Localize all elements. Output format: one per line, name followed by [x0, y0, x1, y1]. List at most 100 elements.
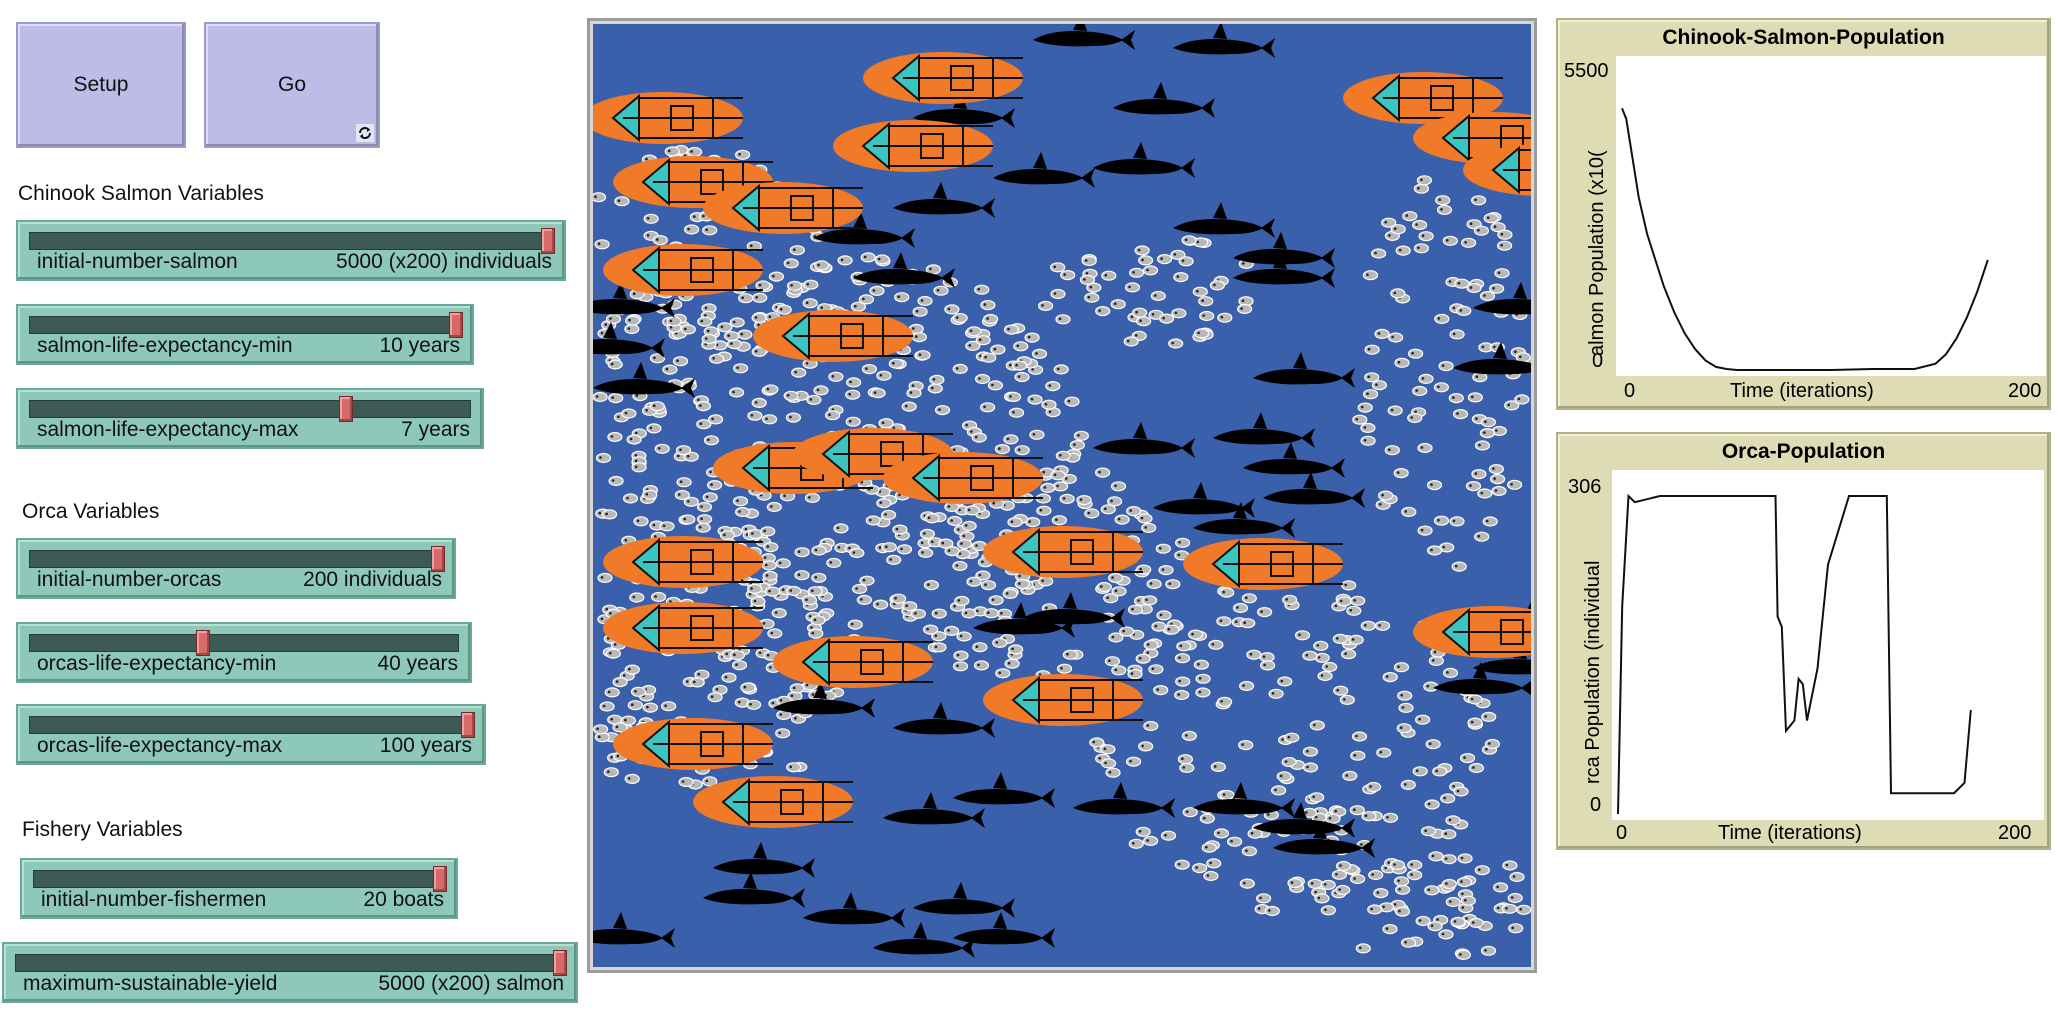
setup-button[interactable]: Setup [16, 22, 186, 148]
salmon-icon [776, 304, 792, 315]
salmon-icon [1368, 869, 1384, 881]
salmon-eye-icon [1139, 319, 1142, 323]
salmon-icon [1472, 372, 1488, 383]
slider-value: 20 boats [363, 888, 444, 911]
salmon-eye-icon [1364, 624, 1367, 627]
salmon-eye-icon [1375, 383, 1378, 387]
slider-track[interactable] [29, 716, 473, 734]
salmon-eye-icon [1305, 811, 1308, 814]
salmon-eye-icon [750, 414, 754, 417]
salmon-icon [1309, 792, 1325, 803]
initial-number-orcas-slider[interactable]: initial-number-orcas 200 individuals [16, 538, 456, 599]
x-tick-min: 0 [1616, 822, 1628, 844]
salmon-icon [1107, 572, 1124, 584]
slider-track[interactable] [29, 232, 553, 250]
salmon-icon [975, 335, 991, 346]
initial-number-fishermen-slider[interactable]: initial-number-fishermen 20 boats [20, 858, 458, 919]
salmon-icon [1374, 620, 1391, 631]
salmon-eye-icon [1414, 410, 1417, 414]
slider-track[interactable] [29, 634, 459, 652]
salmon-eye-icon [1446, 239, 1449, 242]
salmon-icon [1142, 265, 1159, 276]
go-button[interactable]: Go [204, 22, 380, 148]
salmon-icon [1448, 393, 1464, 404]
orca-icon [1193, 782, 1295, 818]
orcas-life-expectancy-min-slider[interactable]: orcas-life-expectancy-min 40 years [16, 622, 472, 683]
slider-track[interactable] [29, 316, 461, 334]
salmon-icon [886, 554, 902, 566]
salmon-eye-icon [794, 370, 797, 374]
slider-thumb[interactable] [433, 866, 447, 892]
slider-thumb[interactable] [431, 546, 445, 572]
salmon-eye-icon [983, 303, 987, 306]
salmon-eye-icon [768, 589, 771, 593]
salmon-icon [1181, 235, 1197, 246]
salmon-eye-icon [1334, 809, 1337, 813]
salmon-eye-icon [1137, 599, 1140, 602]
slider-thumb[interactable] [338, 396, 353, 422]
salmon-eye-icon [808, 496, 811, 499]
slider-thumb[interactable] [449, 312, 463, 338]
salmon-eye-icon [1338, 888, 1341, 891]
salmon-eye-icon [1164, 833, 1167, 837]
salmon-eye-icon [1355, 417, 1359, 421]
salmon-eye-icon [736, 366, 739, 370]
world-view[interactable] [587, 18, 1537, 973]
slider-track[interactable] [29, 550, 443, 568]
salmon-eye-icon [1449, 900, 1452, 903]
salmon-icon [1282, 594, 1298, 606]
initial-number-salmon-slider[interactable]: initial-number-salmon 5000 (x200) individ… [16, 220, 566, 281]
salmon-icon [660, 701, 677, 712]
salmon-icon [650, 591, 667, 603]
salmon-icon [621, 408, 637, 419]
slider-track[interactable] [29, 400, 471, 418]
ocean-canvas[interactable] [593, 24, 1531, 967]
salmon-icon [662, 364, 678, 375]
salmon-eye-icon [987, 611, 990, 614]
salmon-eye-icon [676, 359, 679, 363]
salmon-eye-icon [1510, 896, 1514, 899]
maximum-sustainable-yield-slider[interactable]: maximum-sustainable-yield 5000 (x200) sal… [2, 942, 578, 1003]
salmon-eye-icon [1411, 351, 1414, 355]
salmon-eye-icon [1177, 693, 1180, 696]
salmon-eye-icon [1456, 789, 1460, 793]
salmon-eye-icon [1384, 866, 1387, 870]
salmon-eye-icon [778, 731, 781, 735]
salmon-eye-icon [1141, 744, 1144, 748]
salmon-eye-icon [1478, 868, 1481, 871]
salmon-icon [612, 722, 628, 733]
slider-value: 10 years [379, 334, 460, 357]
salmon-eye-icon [598, 735, 601, 738]
slider-thumb[interactable] [541, 228, 555, 254]
slider-track[interactable] [33, 870, 445, 888]
salmon-icon [1322, 661, 1338, 673]
slider-thumb[interactable] [461, 712, 475, 738]
salmon-icon [902, 601, 918, 612]
salmon-eye-icon [1345, 774, 1349, 777]
salmon-icon [1086, 282, 1102, 293]
orca-icon [593, 362, 695, 398]
salmon-eye-icon [1011, 647, 1014, 651]
slider-thumb[interactable] [553, 950, 567, 976]
salmon-eye-icon [1448, 818, 1452, 822]
salmon-icon [1124, 282, 1141, 293]
salmon-eye-icon [1171, 341, 1174, 345]
salmon-icon [987, 380, 1003, 391]
salmon-icon [1137, 513, 1153, 524]
slider-track[interactable] [15, 954, 565, 972]
orcas-life-expectancy-max-slider[interactable]: orcas-life-expectancy-max 100 years [16, 704, 486, 765]
salmon-eye-icon [983, 405, 986, 409]
salmon-eye-icon [678, 493, 681, 496]
salmon-eye-icon [984, 355, 987, 359]
salmon-eye-icon [1053, 292, 1057, 295]
salmon-life-expectancy-min-slider[interactable]: salmon-life-expectancy-min 10 years [16, 304, 474, 365]
salmon-life-expectancy-max-slider[interactable]: salmon-life-expectancy-max 7 years [16, 388, 484, 449]
salmon-icon [674, 489, 690, 501]
salmon-eye-icon [616, 754, 620, 758]
slider-thumb[interactable] [196, 630, 211, 656]
salmon-icon [1210, 761, 1226, 773]
salmon-eye-icon [1367, 375, 1370, 379]
salmon-eye-icon [1495, 429, 1498, 432]
salmon-eye-icon [1017, 448, 1021, 452]
salmon-eye-icon [1484, 420, 1487, 424]
